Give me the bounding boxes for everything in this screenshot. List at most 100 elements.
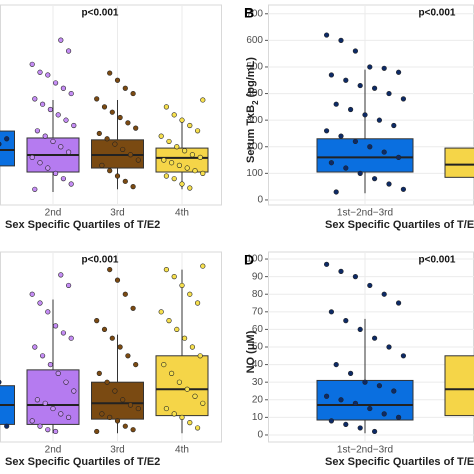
data-point bbox=[107, 70, 113, 76]
y-tick-label: 60 bbox=[252, 324, 264, 335]
y-tick-label: 200 bbox=[246, 141, 263, 152]
data-point bbox=[163, 405, 169, 412]
data-point bbox=[55, 112, 61, 118]
data-point bbox=[328, 309, 335, 315]
data-point bbox=[187, 185, 193, 191]
annotation: p<0.001 bbox=[82, 255, 119, 266]
annotation: p<0.001 bbox=[82, 8, 119, 19]
data-point bbox=[376, 117, 383, 123]
box bbox=[26, 369, 80, 425]
data-point bbox=[52, 80, 59, 86]
data-point bbox=[391, 122, 397, 129]
data-point bbox=[338, 37, 344, 43]
data-point bbox=[71, 122, 77, 129]
data-point bbox=[352, 138, 359, 145]
data-point bbox=[130, 90, 136, 97]
data-point bbox=[135, 405, 141, 412]
data-point bbox=[348, 370, 354, 376]
data-point bbox=[29, 418, 35, 424]
data-point bbox=[55, 370, 61, 376]
data-point bbox=[372, 85, 378, 91]
data-point bbox=[101, 104, 108, 110]
data-point bbox=[200, 170, 206, 176]
y-axis-label-part: Serum TxB bbox=[245, 105, 257, 163]
data-point bbox=[174, 144, 180, 150]
y-tick-label: 50 bbox=[252, 342, 264, 353]
y-tick-label: 90 bbox=[252, 271, 264, 282]
x-tick-label: 1st−2nd−3rd bbox=[337, 208, 393, 219]
data-point bbox=[114, 77, 121, 83]
data-point bbox=[171, 112, 177, 118]
data-point bbox=[130, 427, 136, 433]
data-point bbox=[195, 425, 201, 431]
x-tick-label: 1st−2nd−3rd bbox=[337, 445, 393, 456]
data-point bbox=[192, 393, 198, 399]
data-point bbox=[367, 64, 373, 70]
data-point bbox=[333, 101, 339, 107]
data-point bbox=[328, 160, 335, 166]
y-tick-label: 40 bbox=[252, 359, 264, 370]
data-point bbox=[372, 428, 378, 435]
data-point bbox=[197, 154, 203, 160]
data-point bbox=[367, 144, 373, 150]
data-point bbox=[101, 326, 108, 333]
data-point bbox=[195, 300, 201, 306]
data-point bbox=[328, 72, 335, 78]
data-point bbox=[166, 138, 172, 145]
data-point bbox=[333, 361, 339, 368]
data-point bbox=[60, 85, 67, 91]
data-point bbox=[184, 386, 190, 392]
data-point bbox=[71, 388, 77, 394]
annotation: p<0.001 bbox=[419, 255, 456, 266]
data-point bbox=[42, 400, 48, 406]
data-point bbox=[114, 277, 121, 283]
data-point bbox=[96, 370, 102, 376]
data-point bbox=[94, 318, 100, 324]
y-tick-label: 100 bbox=[246, 168, 263, 179]
data-point bbox=[192, 168, 198, 174]
data-point bbox=[187, 122, 193, 129]
data-point bbox=[120, 146, 126, 153]
data-point bbox=[47, 361, 54, 368]
data-point bbox=[122, 423, 128, 429]
y-tick-label: 70 bbox=[252, 306, 264, 317]
data-point bbox=[29, 154, 35, 160]
data-point bbox=[158, 309, 164, 315]
x-tick-label: 2nd bbox=[45, 445, 62, 456]
data-point bbox=[107, 414, 113, 420]
x-axis-label: Sex Specific Quartiles of T/E2 bbox=[325, 219, 474, 231]
data-point bbox=[58, 272, 64, 278]
data-point bbox=[42, 133, 48, 139]
data-point bbox=[122, 178, 128, 184]
data-point bbox=[130, 305, 136, 311]
data-point bbox=[127, 402, 134, 408]
data-point bbox=[45, 309, 51, 315]
data-point bbox=[179, 414, 185, 420]
data-point bbox=[184, 165, 190, 171]
data-point bbox=[391, 388, 397, 394]
x-tick-label: 4th bbox=[175, 445, 189, 456]
data-point bbox=[58, 411, 64, 417]
data-point bbox=[376, 383, 383, 389]
data-point bbox=[324, 261, 330, 267]
data-point bbox=[200, 97, 206, 103]
data-point bbox=[68, 335, 74, 341]
data-point bbox=[29, 291, 35, 297]
data-point bbox=[52, 170, 59, 176]
plot-area bbox=[268, 252, 474, 442]
data-point bbox=[99, 162, 105, 168]
x-tick-label: 3rd bbox=[110, 445, 124, 456]
y-tick-label: 400 bbox=[246, 88, 263, 99]
data-point bbox=[400, 96, 407, 102]
box bbox=[316, 379, 414, 421]
data-point bbox=[39, 101, 46, 107]
data-point bbox=[400, 353, 407, 359]
data-point bbox=[195, 128, 201, 134]
data-point bbox=[324, 393, 330, 399]
plot-area bbox=[0, 5, 209, 205]
data-point bbox=[163, 104, 169, 110]
data-point bbox=[130, 184, 136, 190]
data-point bbox=[112, 141, 118, 147]
data-point bbox=[171, 274, 177, 280]
